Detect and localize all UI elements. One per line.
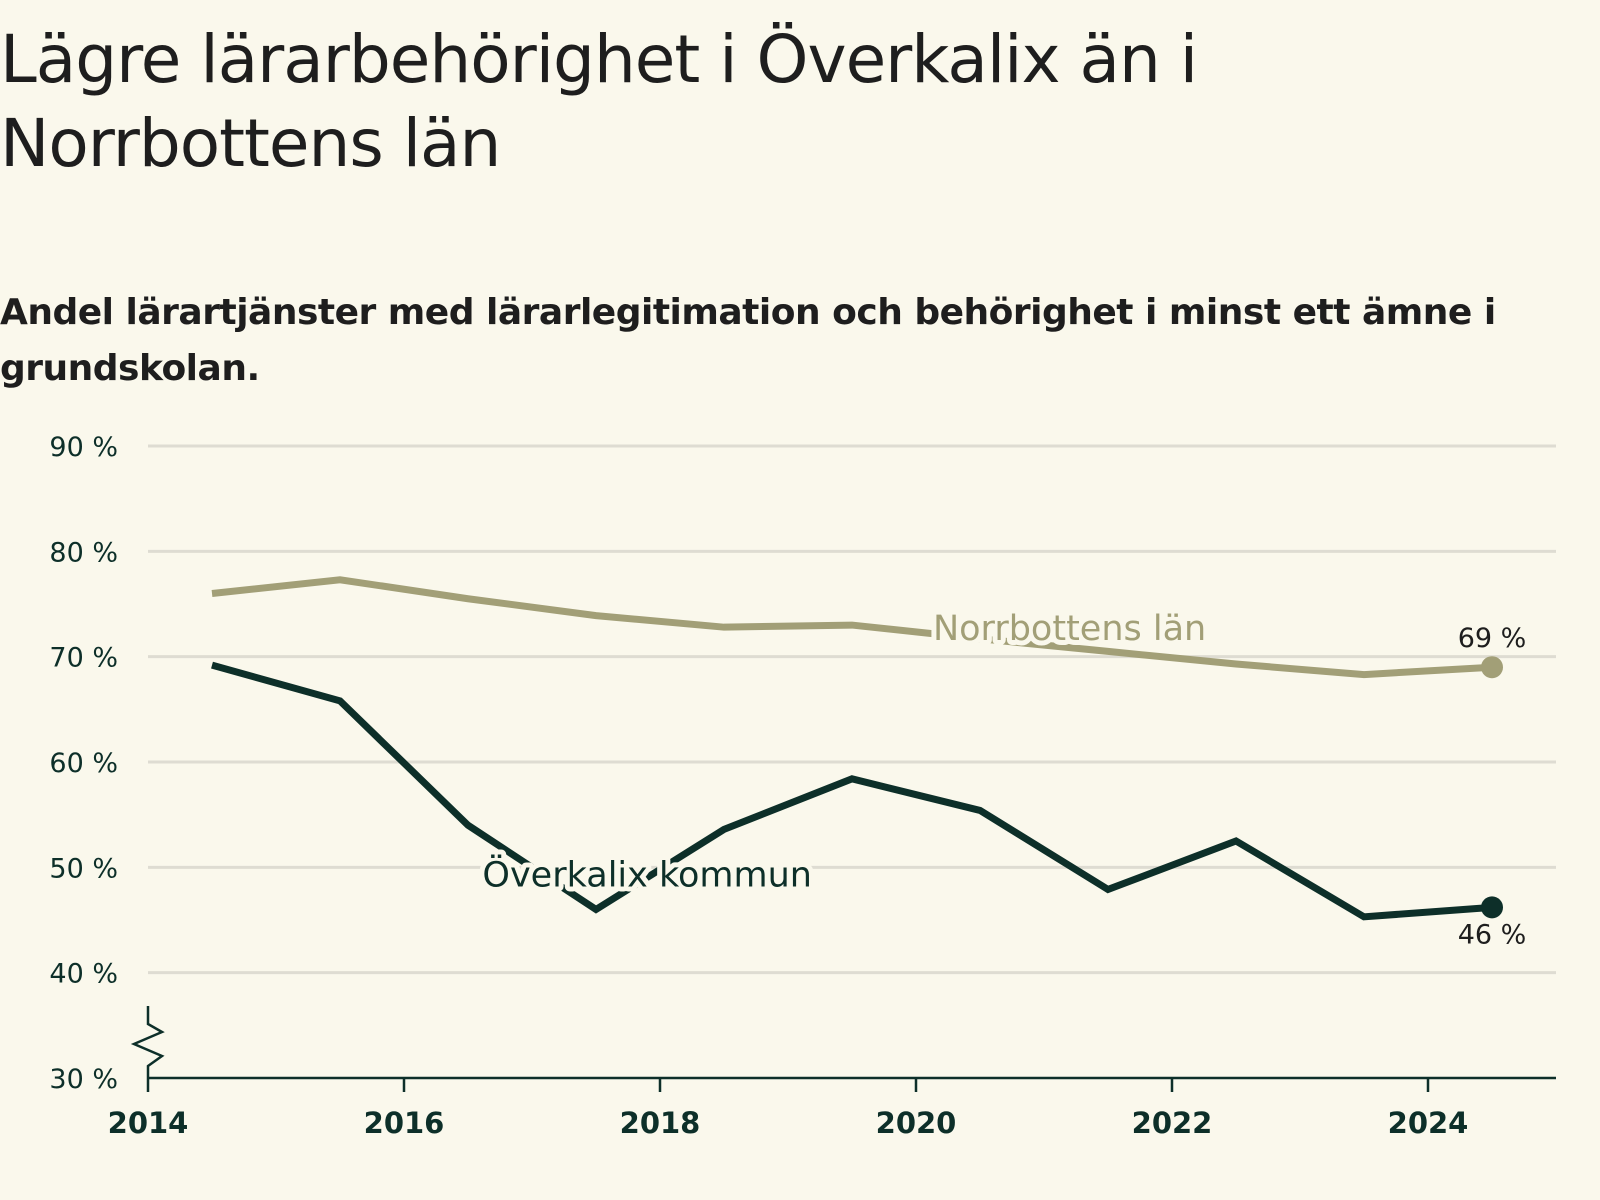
series-line-1 bbox=[211, 661, 1493, 921]
series-name-label-0: Norrbottens län bbox=[933, 609, 1206, 649]
series-labels: 69 % 46 % Norrbottens län Överkalix kommun bbox=[477, 604, 1527, 951]
series-end-point-0 bbox=[1481, 656, 1503, 679]
series-name-label-1: Överkalix kommun bbox=[482, 853, 812, 895]
x-tick-label: 2022 bbox=[1132, 1106, 1213, 1140]
y-tick-label: 70 % bbox=[49, 643, 118, 674]
x-tick-label: 2020 bbox=[876, 1106, 957, 1140]
chart-subtitle: Andel lärartjänster med lärarlegitimatio… bbox=[0, 292, 1496, 389]
axis-break-icon bbox=[130, 1006, 165, 1078]
series-lines bbox=[211, 576, 1503, 921]
gridlines bbox=[148, 444, 1556, 975]
x-tick-label: 2018 bbox=[620, 1106, 701, 1140]
x-tick-label: 2024 bbox=[1388, 1106, 1469, 1140]
series-end-label-0: 69 % bbox=[1458, 623, 1527, 654]
y-tick-label: 40 % bbox=[49, 959, 118, 990]
y-tick-label: 50 % bbox=[49, 853, 118, 884]
series-end-point-1 bbox=[1481, 896, 1503, 919]
y-axis-ticks: 30 % 40 % 50 % 60 % 70 % 80 % 90 % bbox=[49, 432, 118, 1095]
y-tick-label: 90 % bbox=[49, 432, 118, 463]
x-tick-label: 2014 bbox=[108, 1106, 189, 1140]
series-end-label-1: 46 % bbox=[1458, 919, 1527, 950]
series-line-0 bbox=[211, 576, 1493, 679]
x-tick-label: 2016 bbox=[364, 1106, 445, 1140]
y-tick-label: 80 % bbox=[49, 537, 118, 568]
y-tick-label: 30 % bbox=[49, 1064, 118, 1095]
y-tick-label: 60 % bbox=[49, 748, 118, 779]
x-axis: 2014 2016 2018 2020 2022 2024 bbox=[108, 1006, 1556, 1140]
chart-title: Lägre lärarbehörighet i Överkalix än i N… bbox=[0, 21, 1198, 182]
